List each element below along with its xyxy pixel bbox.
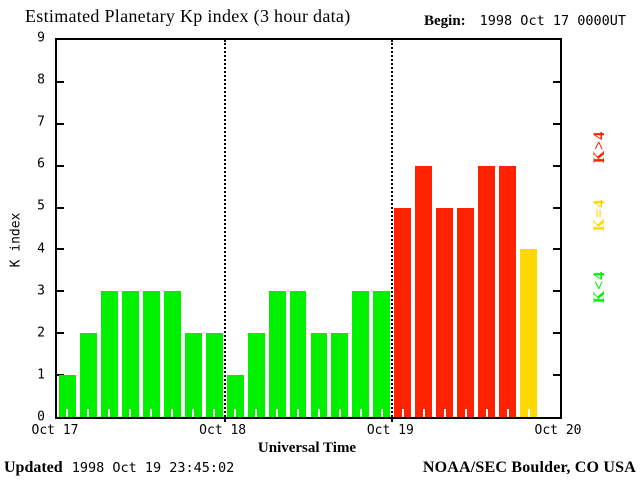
kp-bar	[121, 291, 139, 417]
kp-bar	[331, 333, 349, 417]
legend-item: K=4	[591, 198, 608, 232]
kp-bar	[394, 207, 412, 417]
bin-tick	[485, 409, 488, 417]
bin-tick	[317, 409, 320, 417]
updated-label: Updated	[4, 459, 63, 476]
bin-tick	[87, 409, 90, 417]
kp-bar	[436, 207, 454, 417]
grid-line-day-boundary	[223, 40, 226, 417]
bin-tick	[276, 409, 279, 417]
bin-tick	[401, 409, 404, 417]
updated-value: 1998 Oct 19 23:45:02	[71, 460, 235, 476]
y-axis-tick	[57, 248, 64, 251]
legend-item: K>4	[591, 130, 608, 164]
bin-tick	[66, 409, 69, 417]
bin-tick	[192, 409, 195, 417]
begin-value: 1998 Oct 17 0000UT	[479, 13, 626, 29]
kp-bar	[205, 333, 223, 417]
kp-bar	[268, 291, 286, 417]
bin-tick	[443, 409, 446, 417]
bin-tick	[359, 409, 362, 417]
bin-tick	[129, 409, 132, 417]
grid-line-day-boundary	[391, 40, 394, 417]
bin-tick	[213, 409, 216, 417]
chart-title: Estimated Planetary Kp index (3 hour dat…	[25, 6, 351, 26]
kp-bar	[226, 375, 244, 417]
bin-tick	[527, 409, 530, 417]
y-axis-tick	[553, 332, 560, 335]
plot-area	[55, 38, 562, 422]
y-axis-tick	[57, 290, 64, 293]
bin-tick	[422, 409, 425, 417]
bin-tick	[255, 409, 258, 417]
y-tick-label: 4	[37, 241, 45, 257]
kp-bar	[247, 333, 265, 417]
credit-text: NOAA/SEC Boulder, CO USA	[422, 459, 636, 476]
x-axis-major-tick	[391, 417, 394, 422]
x-tick-label: Oct 17	[31, 423, 79, 438]
kp-bar	[142, 291, 160, 417]
y-axis-tick	[57, 122, 64, 125]
kp-bar	[478, 165, 496, 417]
y-axis-tick	[553, 206, 560, 209]
y-axis-tick-labels: 0 1 2 3 4 5 6 7 8 9	[0, 32, 50, 424]
y-axis-tick	[553, 164, 560, 167]
begin-time: Begin: 1998 Oct 17 0000UT	[424, 13, 626, 30]
bin-tick	[234, 409, 237, 417]
x-axis-tick-labels: Oct 17 Oct 18 Oct 19 Oct 20	[32, 423, 582, 439]
y-tick-label: 8	[37, 72, 45, 88]
kp-bar	[289, 291, 307, 417]
y-axis-tick	[57, 164, 64, 167]
y-axis-tick	[553, 80, 560, 83]
y-tick-label: 5	[37, 198, 45, 214]
legend-item: K<4	[591, 270, 608, 304]
y-tick-label: 6	[37, 156, 45, 172]
y-axis-tick	[553, 290, 560, 293]
y-axis-tick	[57, 332, 64, 335]
kp-bar	[520, 249, 538, 417]
bin-tick	[464, 409, 467, 417]
y-tick-label: 2	[37, 325, 45, 341]
bin-tick	[506, 409, 509, 417]
kp-bar	[184, 333, 202, 417]
y-axis-tick	[57, 206, 64, 209]
y-axis-tick	[57, 80, 64, 83]
bin-tick	[150, 409, 153, 417]
kp-bar	[415, 165, 433, 417]
y-axis-tick	[553, 122, 560, 125]
x-axis-title: Universal Time	[257, 440, 357, 456]
y-axis-tick	[57, 374, 64, 377]
kp-bar	[100, 291, 118, 417]
updated-timestamp: Updated 1998 Oct 19 23:45:02	[4, 459, 234, 477]
y-tick-label: 0	[37, 409, 45, 425]
y-tick-label: 1	[37, 367, 45, 383]
kp-bar	[373, 291, 391, 417]
x-tick-label: Oct 18	[199, 423, 247, 438]
bin-tick	[108, 409, 111, 417]
x-axis-major-tick	[223, 417, 226, 422]
kp-bar	[59, 375, 76, 417]
y-tick-label: 9	[37, 30, 45, 46]
kp-bar	[352, 291, 370, 417]
begin-label: Begin:	[424, 13, 466, 29]
bin-tick	[297, 409, 300, 417]
bin-tick	[380, 409, 383, 417]
kp-bar	[499, 165, 517, 417]
bin-tick	[171, 409, 174, 417]
bin-tick	[338, 409, 341, 417]
y-axis-tick	[553, 248, 560, 251]
kp-bar	[163, 291, 181, 417]
y-axis-tick	[553, 374, 560, 377]
kp-bar	[457, 207, 475, 417]
y-tick-label: 7	[37, 114, 45, 130]
x-tick-label: Oct 20	[534, 423, 582, 438]
y-tick-label: 3	[37, 283, 45, 299]
kp-bar	[79, 333, 97, 417]
kp-bar	[310, 333, 328, 417]
x-tick-label: Oct 19	[366, 423, 414, 438]
